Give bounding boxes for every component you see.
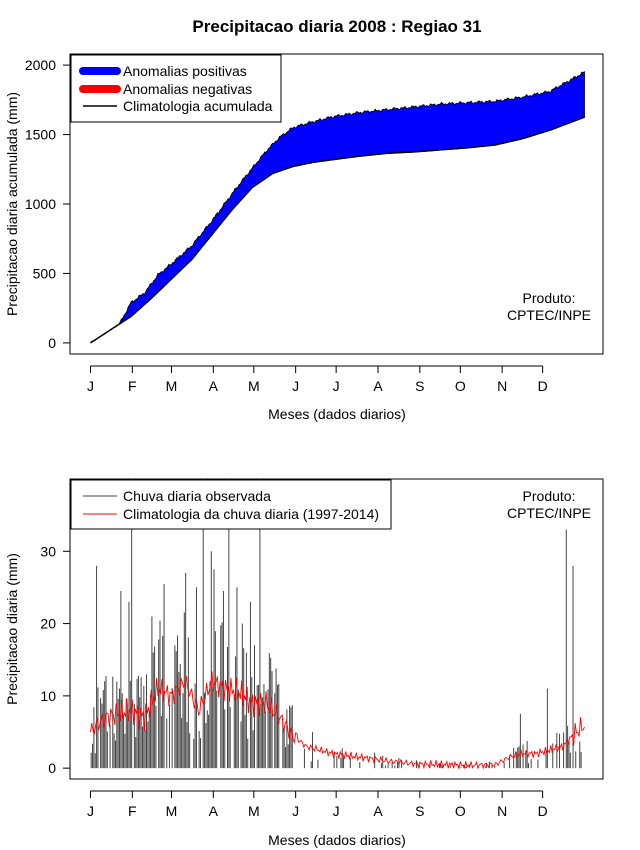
x-tick-label: J	[292, 378, 299, 394]
y-axis: 0 500 1000 1500 2000	[25, 57, 71, 351]
y-tick-label: 2000	[25, 57, 56, 73]
x-tick-label: A	[209, 803, 219, 819]
legend-label-positive: Anomalias positivas	[123, 63, 247, 79]
x-tick-label: A	[373, 803, 383, 819]
y-axis-label: Precipitacao diaria (mm)	[4, 553, 20, 705]
y-tick-label: 1000	[25, 196, 56, 212]
x-axis-label: Meses (dados diarios)	[268, 406, 406, 422]
legend: Chuva diaria observada Climatologia da c…	[70, 479, 392, 530]
x-tick-label: O	[455, 378, 466, 394]
x-tick-label: S	[415, 378, 424, 394]
x-tick-label: N	[497, 378, 507, 394]
accumulated-precipitation-chart: 0 500 1000 1500 2000 J F M A M J J A S O N D Precipitac…	[4, 53, 604, 422]
x-tick-label: J	[333, 378, 340, 394]
x-tick-label: A	[209, 378, 219, 394]
y-axis: 0 10 20 30	[40, 543, 71, 776]
legend-label-climatology: Climatologia da chuva diaria (1997-2014)	[123, 506, 379, 522]
x-tick-label: J	[87, 378, 94, 394]
y-tick-label: 10	[40, 688, 56, 704]
x-tick-label: M	[248, 803, 260, 819]
legend: Anomalias positivas Anomalias negativas …	[70, 54, 282, 123]
legend-label-negative: Anomalias negativas	[123, 81, 252, 97]
x-axis-label: Meses (dados diarios)	[268, 832, 406, 848]
y-tick-label: 1500	[25, 127, 56, 143]
x-tick-label: M	[166, 378, 178, 394]
y-tick-label: 500	[33, 265, 57, 281]
x-tick-label: M	[166, 803, 178, 819]
daily-climatology-line	[90, 671, 585, 770]
product-label: Produto:	[523, 290, 576, 306]
product-agency: CPTEC/INPE	[507, 505, 591, 521]
chart-title: Precipitacao diaria 2008 : Regiao 31	[192, 17, 481, 36]
y-tick-label: 30	[40, 543, 56, 559]
y-axis-label: Precipitacao diaria acumulada (mm)	[4, 92, 20, 316]
x-tick-label: F	[128, 803, 137, 819]
x-tick-label: M	[248, 378, 260, 394]
x-tick-label: S	[415, 803, 424, 819]
y-tick-label: 0	[48, 335, 56, 351]
x-tick-label: J	[333, 803, 340, 819]
product-agency: CPTEC/INPE	[507, 307, 591, 323]
x-tick-label: N	[497, 803, 507, 819]
legend-label-climatology: Climatologia acumulada	[123, 98, 273, 114]
y-tick-label: 0	[48, 760, 56, 776]
daily-precipitation-chart: 0 10 20 30 J F M A M J J A S O N D Precipitacao diaria…	[4, 478, 604, 848]
x-tick-label: O	[455, 803, 466, 819]
accumulated-climatology-line	[90, 116, 585, 344]
x-tick-label: A	[373, 378, 383, 394]
x-tick-label: J	[87, 803, 94, 819]
legend-box	[70, 479, 392, 530]
legend-label-observed: Chuva diaria observada	[123, 488, 271, 504]
y-tick-label: 20	[40, 616, 56, 632]
x-tick-label: F	[128, 378, 137, 394]
product-label: Produto:	[523, 488, 576, 504]
x-tick-label: J	[292, 803, 299, 819]
x-tick-label: D	[538, 803, 548, 819]
x-tick-label: D	[538, 378, 548, 394]
